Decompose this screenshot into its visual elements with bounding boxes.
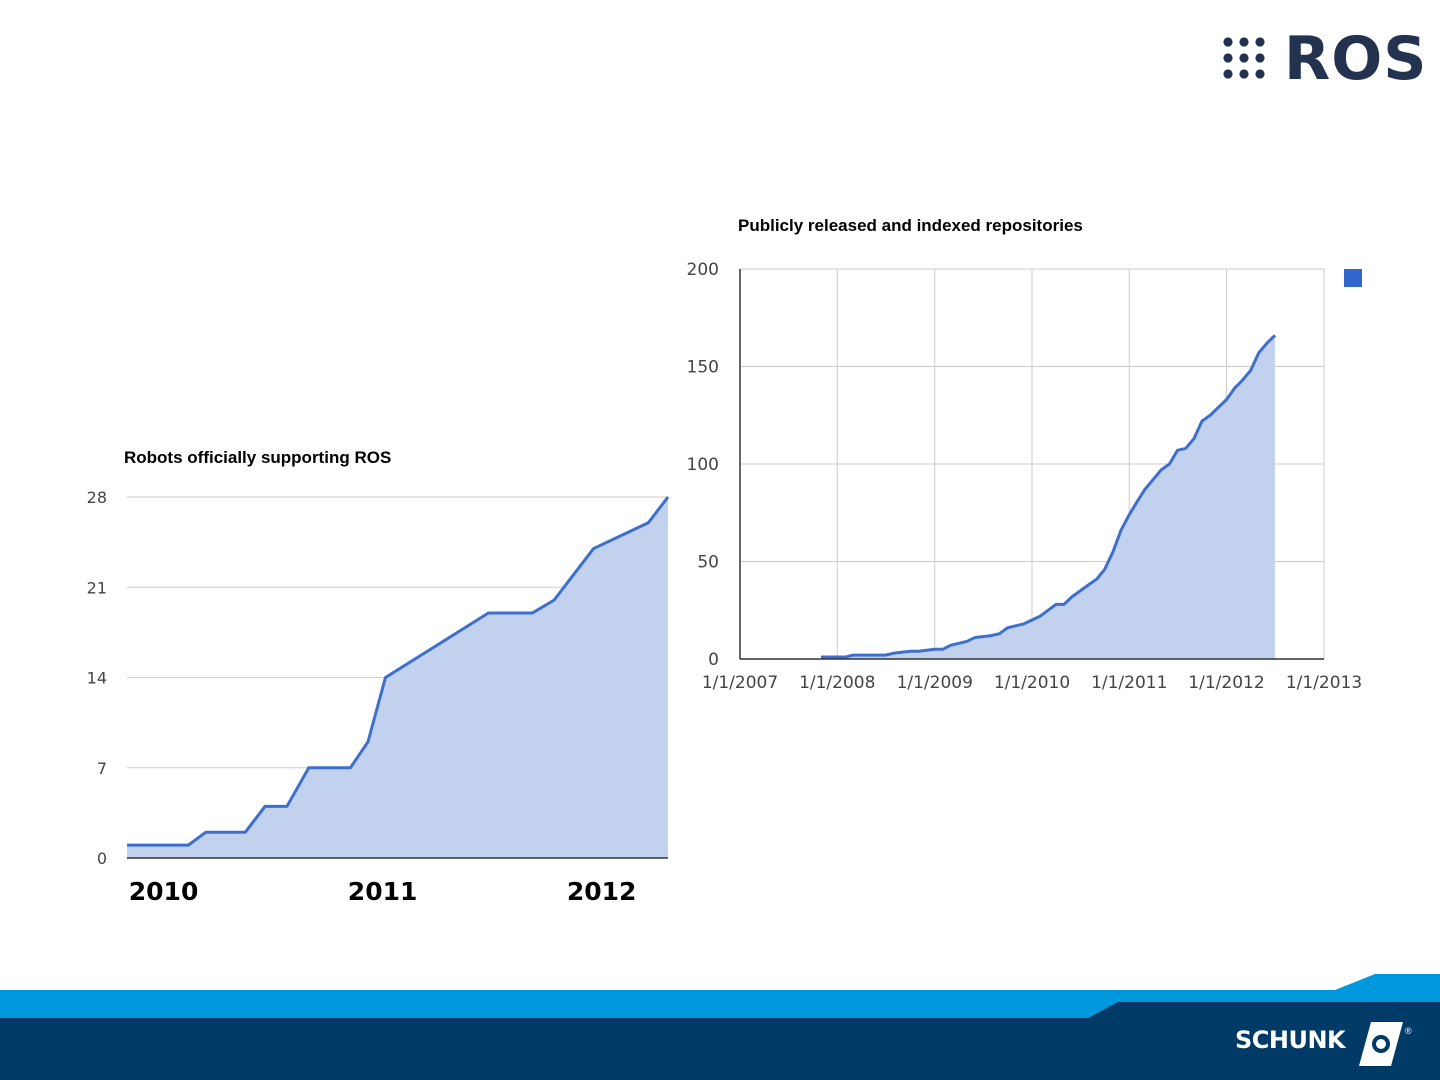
x-tick-labels: 2010 2011 2012: [129, 877, 637, 906]
chart-title: Robots officially supporting ROS: [124, 448, 391, 467]
y-tick-labels: 0 7 14 21 28: [87, 488, 107, 868]
x-tick-label: 1/1/2007: [702, 673, 778, 693]
legend-swatch: [1344, 269, 1362, 287]
area-fill: [127, 497, 668, 858]
schunk-emblem-icon: [1359, 1022, 1403, 1066]
y-tick-label: 100: [687, 455, 719, 475]
y-tick-label: 150: [687, 358, 719, 378]
y-tick-label: 28: [87, 488, 107, 507]
y-tick-label: 0: [708, 650, 719, 670]
ros-dots-icon: [1223, 37, 1265, 79]
chart-title: Publicly released and indexed repositori…: [738, 216, 1083, 235]
x-tick-label: 2012: [567, 877, 637, 906]
x-tick-label: 1/1/2012: [1188, 673, 1264, 693]
series-line: [127, 496, 670, 847]
ros-logo-text: ROS: [1284, 24, 1428, 94]
registered-mark: ®: [1405, 1026, 1412, 1036]
y-tick-label: 50: [697, 553, 719, 573]
schunk-logo: SCHUNK ®: [1235, 1016, 1415, 1070]
x-tick-label: 1/1/2011: [1091, 673, 1167, 693]
x-tick-label: 1/1/2013: [1286, 673, 1362, 693]
series-line: [820, 334, 1277, 659]
footer-dark-bar: [0, 1002, 1440, 1080]
x-tick-label: 1/1/2010: [994, 673, 1070, 693]
x-tick-label: 2011: [348, 877, 418, 906]
footer-bar: [0, 974, 1440, 1080]
y-tick-label: 0: [97, 849, 107, 868]
x-tick-label: 1/1/2008: [799, 673, 875, 693]
y-tick-label: 200: [687, 260, 719, 280]
y-tick-label: 14: [87, 669, 107, 688]
y-tick-labels: 0 50 100 150 200: [687, 260, 719, 670]
footer-light-bar: [0, 974, 1440, 1018]
x-tick-labels: 1/1/2007 1/1/2008 1/1/2009 1/1/2010 1/1/2011…: [702, 673, 1362, 693]
ros-logo: ROS: [1222, 28, 1426, 92]
area-fill: [820, 335, 1275, 659]
schunk-logo-text: SCHUNK: [1235, 1026, 1346, 1054]
y-tick-label: 21: [87, 578, 107, 597]
y-tick-label: 7: [97, 759, 107, 778]
x-tick-label: 1/1/2009: [897, 673, 973, 693]
x-tick-label: 2010: [129, 877, 199, 906]
